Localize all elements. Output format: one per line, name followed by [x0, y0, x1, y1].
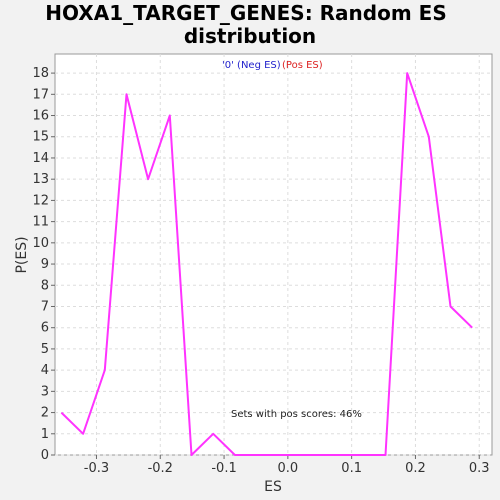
grid [55, 54, 492, 456]
y-tick-label: 3 [41, 384, 49, 399]
x-tick-label: 0.3 [469, 461, 490, 476]
legend-neg: '0' (Neg ES) [222, 60, 281, 71]
legend-pos: (Pos ES) [282, 60, 323, 71]
plot-area [54, 53, 493, 456]
x-axis-label: ES [264, 479, 282, 495]
y-tick-label: 2 [41, 406, 49, 421]
y-tick-label: 7 [41, 299, 49, 314]
x-tick-label: -0.2 [148, 461, 173, 476]
chart-title-line1: HOXA1_TARGET_GENES: Random ES [45, 1, 446, 25]
y-tick-label: 15 [32, 130, 49, 145]
x-tick-label: -0.1 [211, 461, 236, 476]
x-tick-label: 0.0 [278, 461, 299, 476]
x-tick-label: -0.3 [84, 461, 109, 476]
y-tick-label: 8 [41, 278, 49, 293]
y-tick-label: 14 [32, 151, 49, 166]
y-tick-label: 1 [41, 427, 49, 442]
y-tick-label: 16 [32, 109, 49, 124]
x-tick-label: 0.2 [405, 461, 426, 476]
y-tick-label: 11 [32, 215, 49, 230]
y-tick-label: 12 [32, 193, 49, 208]
y-tick-label: 17 [32, 87, 49, 102]
y-tick-label: 6 [41, 321, 49, 336]
series-line [60, 72, 473, 456]
y-tick-label: 18 [32, 66, 49, 81]
x-tick-label: 0.1 [341, 461, 362, 476]
y-tick-label: 10 [32, 236, 49, 251]
y-tick-label: 9 [41, 257, 49, 272]
chart-title-line2: distribution [184, 24, 316, 48]
y-tick-label: 13 [32, 172, 49, 187]
y-tick-label: 4 [41, 363, 49, 378]
series-layer [60, 72, 473, 456]
y-tick-label: 0 [41, 448, 49, 463]
pos-score-annotation: Sets with pos scores: 46% [231, 409, 362, 420]
y-tick-label: 5 [41, 342, 49, 357]
y-axis-label: P(ES) [14, 236, 30, 273]
